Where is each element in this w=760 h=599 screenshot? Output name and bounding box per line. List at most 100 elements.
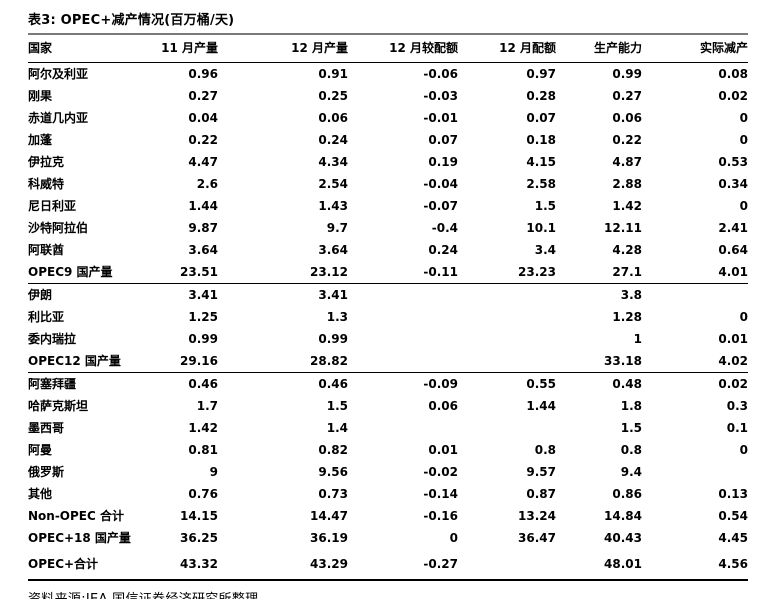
value-cell: 0.3	[726, 399, 748, 413]
value-cell: 0	[739, 133, 748, 147]
value-cell: 14.15	[180, 509, 218, 523]
value-cell	[348, 350, 458, 373]
value-cell: 0.8	[534, 443, 556, 457]
value-cell: 4.47	[188, 155, 218, 169]
value-cell: 0.01	[718, 332, 748, 346]
value-cell: 2.54	[318, 177, 348, 191]
value-cell: 0.99	[612, 67, 642, 81]
value-cell: 9.57	[526, 465, 556, 479]
country-cell: 伊拉克	[28, 155, 65, 169]
value-cell: 0.97	[526, 67, 556, 81]
value-cell: 14.84	[604, 509, 642, 523]
country-cell: 科威特	[28, 177, 65, 191]
value-cell: 4.01	[718, 265, 748, 279]
value-cell: 0.22	[612, 133, 642, 147]
value-cell: -0.14	[423, 487, 458, 501]
country-cell: OPEC12 国产量	[28, 354, 121, 368]
value-cell: 1.44	[526, 399, 556, 413]
table-row: 刚果 0.27 0.25 -0.03 0.28 0.27 0.02	[28, 85, 748, 107]
value-cell: 0.86	[612, 487, 642, 501]
value-cell: 1.43	[318, 199, 348, 213]
table-header: 国家 11 月产量 12 月产量 12 月较配额 12 月配额 生产能力 实际减产	[28, 34, 748, 63]
value-cell: 23.23	[518, 265, 556, 279]
value-cell: 1.5	[534, 199, 556, 213]
value-cell: 2.88	[612, 177, 642, 191]
value-cell: -0.06	[423, 67, 458, 81]
value-cell: 1.25	[188, 310, 218, 324]
table-row: 阿曼 0.81 0.82 0.01 0.8 0.8 0	[28, 439, 748, 461]
value-cell: 0.24	[318, 133, 348, 147]
value-cell: 4.45	[718, 531, 748, 545]
value-cell: 0.91	[318, 67, 348, 81]
value-cell	[642, 284, 748, 307]
table-row: 墨西哥 1.42 1.4 1.5 0.1	[28, 417, 748, 439]
table-row: 尼日利亚 1.44 1.43 -0.07 1.5 1.42 0	[28, 195, 748, 217]
value-cell: 3.4	[534, 243, 556, 257]
value-cell: 9.87	[188, 221, 218, 235]
table-row: 伊拉克 4.47 4.34 0.19 4.15 4.87 0.53	[28, 151, 748, 173]
opec-production-table: 国家 11 月产量 12 月产量 12 月较配额 12 月配额 生产能力 实际减产 阿尔及利…	[28, 33, 748, 581]
country-cell: 阿曼	[28, 443, 53, 457]
value-cell: -0.01	[423, 111, 458, 125]
value-cell: 3.41	[318, 288, 348, 302]
value-cell: 0.08	[718, 67, 748, 81]
column-header: 12 月配额	[499, 41, 556, 55]
value-cell: 0.28	[526, 89, 556, 103]
country-cell: OPEC9 国产量	[28, 265, 113, 279]
value-cell	[458, 306, 556, 328]
table-row: 阿联酋 3.64 3.64 0.24 3.4 4.28 0.64	[28, 239, 748, 261]
value-cell: 14.47	[310, 509, 348, 523]
value-cell	[458, 549, 556, 580]
value-cell	[348, 306, 458, 328]
value-cell: 2.6	[196, 177, 218, 191]
table-row: OPEC+18 国产量 36.25 36.19 0 36.47 40.43 4.45	[28, 527, 748, 549]
country-cell: 沙特阿拉伯	[28, 221, 89, 235]
value-cell: 0.8	[620, 443, 642, 457]
value-cell: 36.25	[180, 531, 218, 545]
value-cell: 9.56	[318, 465, 348, 479]
value-cell: 0.06	[318, 111, 348, 125]
value-cell: 0.96	[188, 67, 218, 81]
value-cell: 4.56	[718, 557, 748, 571]
value-cell: 3.64	[318, 243, 348, 257]
value-cell: 43.32	[180, 557, 218, 571]
value-cell: 0.02	[718, 377, 748, 391]
table-row: 科威特 2.6 2.54 -0.04 2.58 2.88 0.34	[28, 173, 748, 195]
value-cell: -0.03	[423, 89, 458, 103]
value-cell	[458, 350, 556, 373]
value-cell: -0.07	[423, 199, 458, 213]
value-cell: 1.4	[326, 421, 348, 435]
value-cell: 1.44	[188, 199, 218, 213]
value-cell: 36.47	[518, 531, 556, 545]
value-cell: 0.19	[428, 155, 458, 169]
value-cell: 0.24	[428, 243, 458, 257]
value-cell: 43.29	[310, 557, 348, 571]
value-cell: 0.54	[718, 509, 748, 523]
value-cell: 4.28	[612, 243, 642, 257]
value-cell: 0.73	[318, 487, 348, 501]
value-cell: -0.09	[423, 377, 458, 391]
table-row: Non-OPEC 合计 14.15 14.47 -0.16 13.24 14.84 0.54	[28, 505, 748, 527]
table-row: OPEC12 国产量 29.16 28.82 33.18 4.02	[28, 350, 748, 373]
country-cell: OPEC+18 国产量	[28, 531, 131, 545]
value-cell: 23.51	[180, 265, 218, 279]
value-cell: 0.01	[428, 443, 458, 457]
value-cell: 2.41	[718, 221, 748, 235]
value-cell: 23.12	[310, 265, 348, 279]
value-cell: 33.18	[604, 354, 642, 368]
value-cell: 0.99	[188, 332, 218, 346]
country-cell: 墨西哥	[28, 421, 65, 435]
value-cell: -0.27	[423, 557, 458, 571]
value-cell: 10.1	[526, 221, 556, 235]
country-cell: 阿塞拜疆	[28, 377, 77, 391]
table-row: OPEC9 国产量 23.51 23.12 -0.11 23.23 27.1 4.01	[28, 261, 748, 284]
value-cell: 0.87	[526, 487, 556, 501]
value-cell: 12.11	[604, 221, 642, 235]
value-cell	[642, 461, 748, 483]
value-cell: 0.76	[188, 487, 218, 501]
value-cell: 0.64	[718, 243, 748, 257]
value-cell: -0.11	[423, 265, 458, 279]
value-cell: 0.27	[188, 89, 218, 103]
value-cell: 9.7	[326, 221, 348, 235]
value-cell: 0.04	[188, 111, 218, 125]
